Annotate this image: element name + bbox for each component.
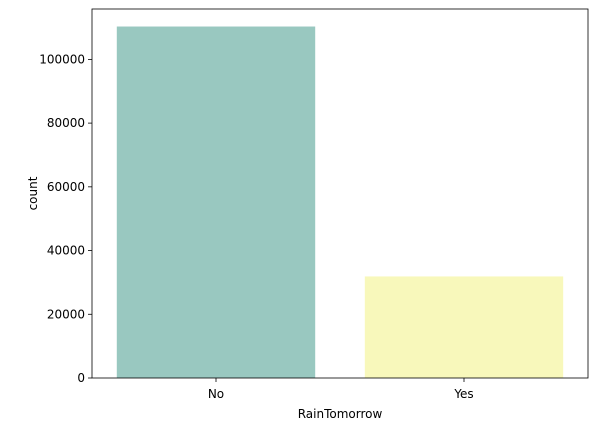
x-tick-label: No: [208, 387, 224, 401]
x-axis-ticks: No Yes: [208, 378, 474, 401]
y-tick-label: 80000: [47, 116, 85, 130]
x-axis-label: RainTomorrow: [298, 407, 383, 421]
y-tick-label: 0: [77, 371, 85, 385]
y-axis-ticks: 0 20000 40000 60000 80000 100000: [39, 52, 92, 385]
bars-group: [116, 26, 564, 378]
x-tick-label: Yes: [453, 387, 473, 401]
bar-yes: [364, 276, 564, 378]
y-tick-label: 40000: [47, 244, 85, 258]
plot-frame: [91, 8, 589, 379]
y-tick-label: 20000: [47, 307, 85, 321]
y-tick-label: 100000: [39, 52, 85, 66]
bar-no: [116, 26, 316, 378]
y-tick-label: 60000: [47, 180, 85, 194]
y-axis-label: count: [26, 176, 40, 210]
